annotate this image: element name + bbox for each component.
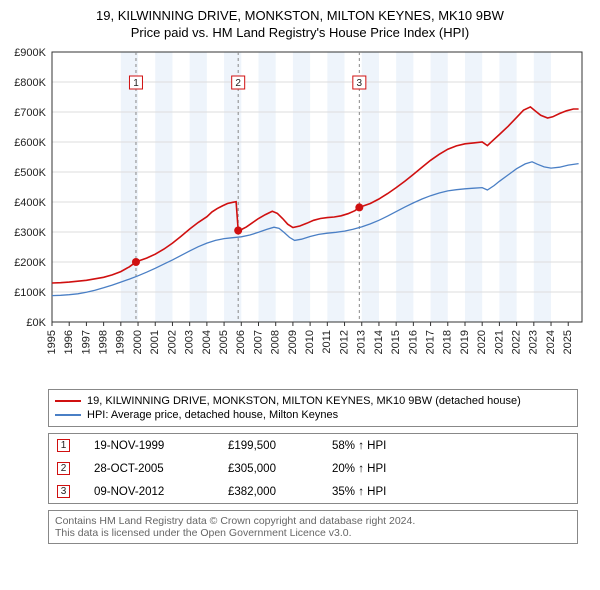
svg-text:1995: 1995: [46, 330, 58, 354]
svg-text:1999: 1999: [115, 330, 127, 354]
legend-label: 19, KILWINNING DRIVE, MONKSTON, MILTON K…: [87, 395, 521, 407]
chart-container: 19, KILWINNING DRIVE, MONKSTON, MILTON K…: [0, 0, 600, 552]
svg-text:1996: 1996: [63, 330, 75, 354]
legend-swatch: [55, 400, 81, 402]
event-price: £305,000: [228, 463, 308, 475]
svg-text:£400K: £400K: [14, 197, 46, 209]
svg-text:2002: 2002: [166, 330, 178, 354]
event-row: 2 28-OCT-2005 £305,000 20% ↑ HPI: [49, 457, 577, 480]
event-marker-icon: 1: [57, 439, 70, 452]
svg-text:1: 1: [133, 78, 139, 89]
svg-text:2000: 2000: [132, 330, 144, 354]
svg-text:2007: 2007: [252, 330, 264, 354]
event-hpi: 58% ↑ HPI: [332, 440, 569, 452]
svg-text:2009: 2009: [287, 330, 299, 354]
event-price: £382,000: [228, 486, 308, 498]
svg-text:2005: 2005: [218, 330, 230, 354]
svg-text:£300K: £300K: [14, 227, 46, 239]
event-row: 1 19-NOV-1999 £199,500 58% ↑ HPI: [49, 434, 577, 457]
svg-text:£200K: £200K: [14, 257, 46, 269]
legend-item: 19, KILWINNING DRIVE, MONKSTON, MILTON K…: [55, 394, 571, 408]
event-date: 09-NOV-2012: [94, 486, 204, 498]
svg-text:2: 2: [235, 78, 241, 89]
chart-plot-area: £0K £100K £200K £300K £400K £500K £600K £700K £8…: [8, 46, 592, 381]
svg-text:2025: 2025: [562, 330, 574, 354]
svg-text:2015: 2015: [390, 330, 402, 354]
svg-text:2013: 2013: [356, 330, 368, 354]
svg-text:£700K: £700K: [14, 107, 46, 119]
event-hpi: 35% ↑ HPI: [332, 486, 569, 498]
svg-text:2001: 2001: [149, 330, 161, 354]
footnote-line: This data is licensed under the Open Gov…: [55, 527, 571, 539]
footnote-line: Contains HM Land Registry data © Crown c…: [55, 515, 571, 527]
event-date: 19-NOV-1999: [94, 440, 204, 452]
event-date: 28-OCT-2005: [94, 463, 204, 475]
svg-text:£600K: £600K: [14, 137, 46, 149]
svg-text:2020: 2020: [476, 330, 488, 354]
svg-text:£0K: £0K: [26, 317, 46, 329]
legend-item: HPI: Average price, detached house, Milt…: [55, 408, 571, 422]
event-marker-icon: 2: [57, 462, 70, 475]
svg-text:2021: 2021: [493, 330, 505, 354]
svg-text:2010: 2010: [304, 330, 316, 354]
legend: 19, KILWINNING DRIVE, MONKSTON, MILTON K…: [48, 389, 578, 427]
svg-text:2004: 2004: [201, 330, 213, 354]
line-chart-svg: £0K £100K £200K £300K £400K £500K £600K £700K £8…: [8, 46, 592, 376]
legend-swatch: [55, 414, 81, 416]
svg-text:1998: 1998: [98, 330, 110, 354]
svg-text:2014: 2014: [373, 330, 385, 354]
svg-text:£800K: £800K: [14, 77, 46, 89]
events-table: 1 19-NOV-1999 £199,500 58% ↑ HPI 2 28-OCT-200…: [48, 433, 578, 504]
svg-text:2008: 2008: [270, 330, 282, 354]
svg-text:2017: 2017: [424, 330, 436, 354]
svg-text:2016: 2016: [407, 330, 419, 354]
svg-text:£500K: £500K: [14, 167, 46, 179]
svg-text:£900K: £900K: [14, 47, 46, 59]
event-row: 3 09-NOV-2012 £382,000 35% ↑ HPI: [49, 480, 577, 503]
legend-label: HPI: Average price, detached house, Milt…: [87, 409, 338, 421]
svg-text:2022: 2022: [511, 330, 523, 354]
svg-text:2023: 2023: [528, 330, 540, 354]
svg-text:2019: 2019: [459, 330, 471, 354]
event-price: £199,500: [228, 440, 308, 452]
svg-text:3: 3: [357, 78, 363, 89]
svg-text:2012: 2012: [338, 330, 350, 354]
svg-text:1997: 1997: [80, 330, 92, 354]
svg-text:2011: 2011: [321, 330, 333, 354]
svg-text:2024: 2024: [545, 330, 557, 354]
svg-text:£100K: £100K: [14, 287, 46, 299]
event-marker-icon: 3: [57, 485, 70, 498]
chart-subtitle: Price paid vs. HM Land Registry's House …: [8, 25, 592, 40]
chart-title: 19, KILWINNING DRIVE, MONKSTON, MILTON K…: [8, 8, 592, 23]
svg-text:2003: 2003: [184, 330, 196, 354]
svg-text:2006: 2006: [235, 330, 247, 354]
svg-text:2018: 2018: [442, 330, 454, 354]
footnote: Contains HM Land Registry data © Crown c…: [48, 510, 578, 544]
event-hpi: 20% ↑ HPI: [332, 463, 569, 475]
